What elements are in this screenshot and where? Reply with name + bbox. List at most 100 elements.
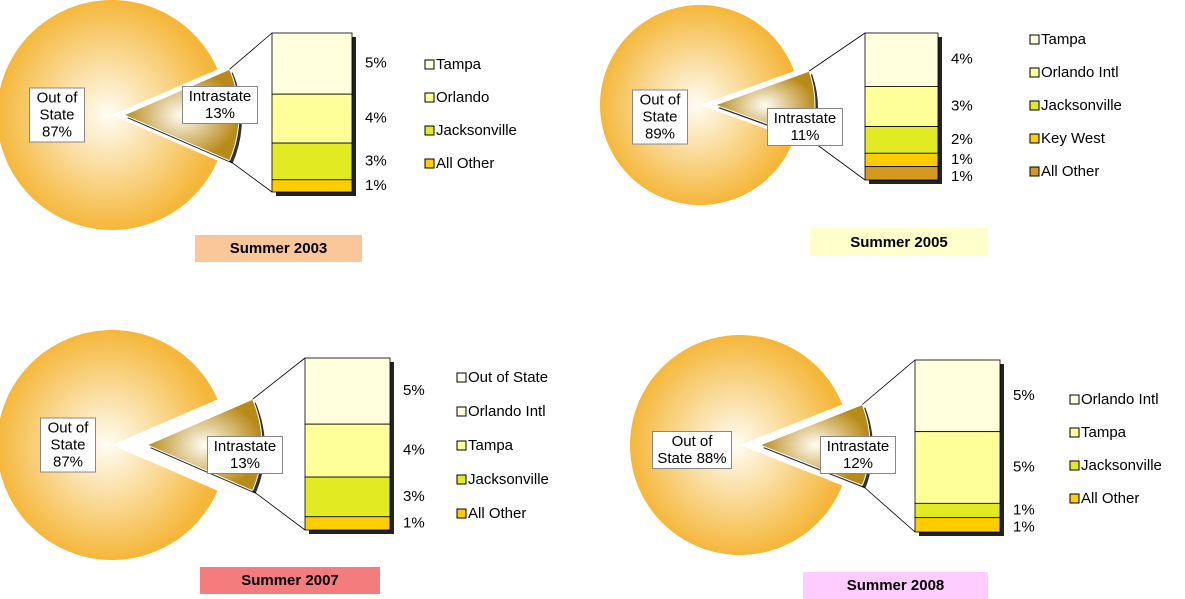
bar-segment	[304, 357, 391, 425]
legend-label: Jacksonville	[436, 122, 517, 139]
legend-label: Tampa	[1081, 424, 1127, 441]
slice-name: Intrastate	[826, 438, 890, 455]
bar-value-label: 5%	[403, 382, 425, 399]
bar-value-label: 1%	[365, 177, 387, 194]
pie-slice	[0, 330, 218, 560]
connector	[229, 32, 273, 70]
slice-value: 89%	[644, 125, 676, 143]
legend-label: Orlando	[436, 89, 489, 106]
legend-label: Tampa	[1041, 31, 1087, 48]
bar-value-label: 1%	[1013, 501, 1035, 518]
legend-label: All Other	[1041, 163, 1099, 180]
legend-swatch	[424, 92, 435, 103]
bar-segment	[271, 179, 353, 193]
legend-label: Orlando Intl	[1081, 391, 1159, 408]
pie-slice	[629, 335, 843, 555]
bar-value-label: 5%	[1013, 458, 1035, 475]
legend-label: Jacksonville	[1041, 97, 1122, 114]
pie-label: Intrastate 11%	[767, 108, 843, 146]
legend-swatch	[1029, 133, 1040, 144]
legend-swatch	[456, 440, 467, 451]
slice-name: Out of State	[639, 91, 681, 126]
legend-swatch	[1029, 34, 1040, 45]
pie-label: Out of State 88%	[652, 431, 732, 469]
pie-label: Intrastate 12%	[820, 436, 896, 474]
pie-label: Intrastate 13%	[182, 86, 258, 124]
slice-value: 11%	[790, 127, 820, 144]
bar-segment	[271, 32, 353, 95]
bar-segment	[864, 126, 939, 154]
bar-value-label: 4%	[365, 110, 387, 127]
slice-value: 12%	[842, 455, 874, 472]
bar-value-label: 1%	[403, 514, 425, 531]
slice-value: 87%	[41, 123, 73, 141]
pie-label: Out of State 87%	[29, 87, 85, 143]
legend-label: Tampa	[468, 437, 514, 454]
slice-value: 13%	[204, 105, 236, 122]
slice-value: 88%	[696, 450, 727, 467]
bar-segment	[914, 359, 1001, 433]
legend-label: Orlando Intl	[1041, 64, 1119, 81]
legend-swatch	[456, 406, 467, 417]
bar-value-label: 3%	[403, 488, 425, 505]
bar-value-label: 1%	[1013, 518, 1035, 535]
bar-segment	[271, 93, 353, 144]
bar-value-label: 4%	[951, 51, 973, 68]
bar-value-label: 5%	[365, 55, 387, 72]
legend-label: Key West	[1041, 130, 1106, 147]
bar-segment	[864, 166, 939, 181]
slice-name: Intrastate	[213, 438, 277, 455]
legend-label: Orlando Intl	[468, 403, 546, 420]
connector	[229, 160, 273, 193]
bar-value-label: 2%	[951, 131, 973, 148]
legend-label: Jacksonville	[1081, 457, 1162, 474]
legend-swatch	[1069, 427, 1080, 438]
bar-value-label: 4%	[403, 442, 425, 459]
slice-name: Out of State	[657, 433, 713, 467]
legend-swatch	[456, 372, 467, 383]
bar-segment	[304, 476, 391, 518]
legend-swatch	[1029, 100, 1040, 111]
bar-value-label: 3%	[365, 152, 387, 169]
slice-name: Out of State	[47, 419, 89, 454]
chart-title: Summer 2008	[803, 572, 988, 599]
slice-name: Intrastate	[773, 110, 837, 127]
legend-swatch	[456, 474, 467, 485]
bar-value-label: 5%	[1013, 387, 1035, 404]
slice-value: 87%	[52, 453, 84, 471]
legend-swatch	[456, 508, 467, 519]
legend-label: All Other	[436, 155, 494, 172]
bar-segment	[304, 423, 391, 478]
connector	[862, 359, 916, 405]
bar-segment	[271, 142, 353, 181]
bar-segment	[864, 32, 939, 87]
bar-segment	[914, 431, 1001, 504]
legend-swatch	[1029, 67, 1040, 78]
legend-label: All Other	[468, 505, 526, 522]
legend-label: All Other	[1081, 490, 1139, 507]
slice-value: 13%	[229, 455, 261, 472]
legend-swatch	[424, 125, 435, 136]
chart-title: Summer 2005	[810, 228, 988, 256]
connector	[252, 490, 306, 531]
chart-title: Summer 2003	[195, 235, 362, 262]
bar-segment	[864, 152, 939, 168]
bar-value-label: 1%	[951, 151, 973, 168]
bar-segment	[304, 516, 391, 531]
legend-swatch	[424, 59, 435, 70]
bar-value-label: 1%	[951, 168, 973, 185]
connector	[252, 357, 306, 400]
legend-swatch	[1029, 166, 1040, 177]
bar-segment	[914, 502, 1001, 519]
legend-swatch	[1069, 394, 1080, 405]
pie-label: Intrastate 13%	[207, 436, 283, 474]
pie-slice	[0, 0, 218, 230]
legend-swatch	[424, 158, 435, 169]
pie-slice	[600, 4, 795, 205]
slice-name: Intrastate	[188, 88, 252, 105]
pie-label: Out of State 89%	[632, 89, 688, 145]
connector	[862, 485, 916, 533]
legend-label: Out of State	[468, 369, 548, 386]
